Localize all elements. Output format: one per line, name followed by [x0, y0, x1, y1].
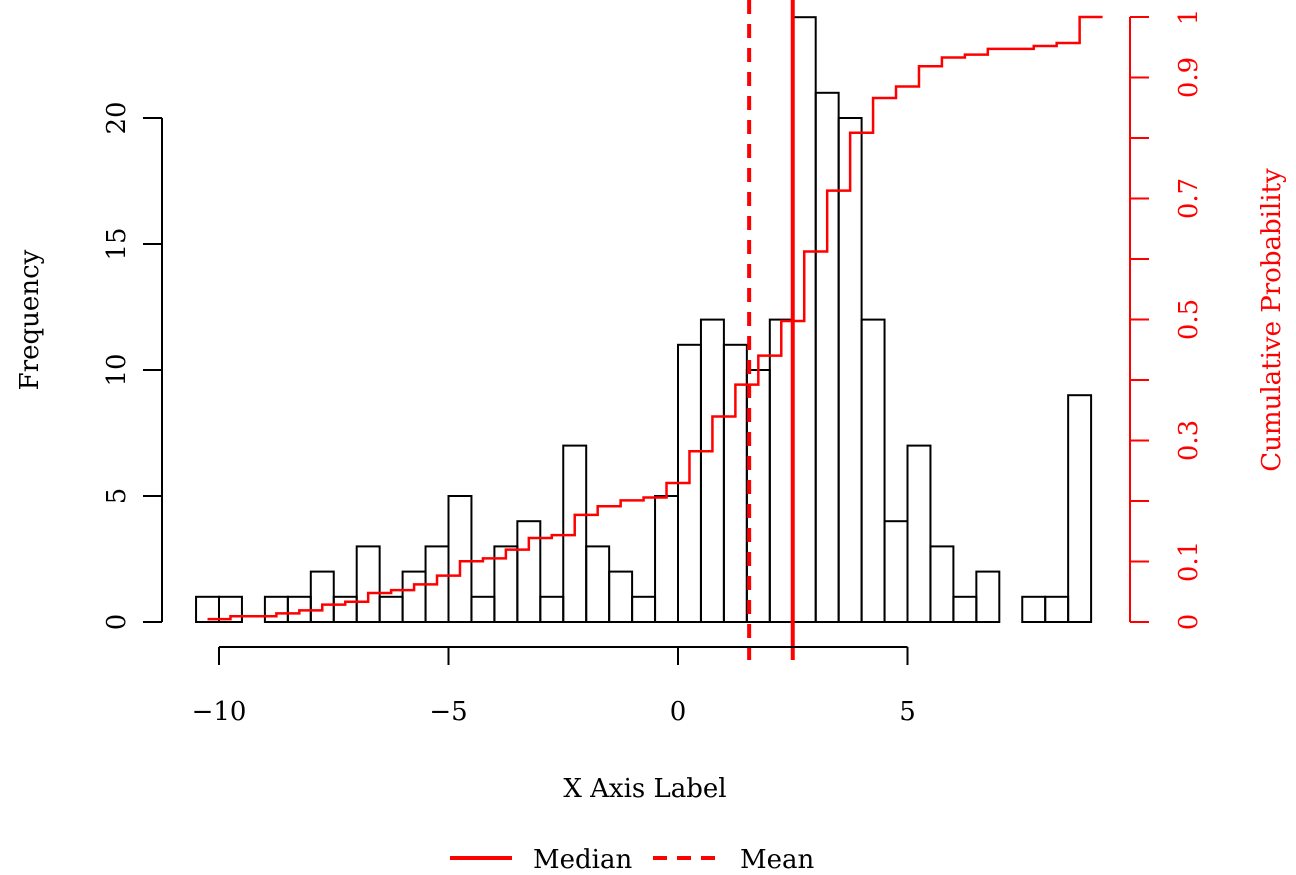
histogram-bar: [608, 570, 634, 623]
y-tick-label: 15: [102, 227, 132, 260]
y-axis-right: 0 0.1 0.3 0.5 0.7 0.9 1: [1129, 9, 1204, 631]
histogram-bar: [378, 595, 404, 623]
x-tick-label: −5: [429, 697, 467, 727]
legend-mean-label: Mean: [740, 845, 815, 875]
histogram-bar: [654, 495, 679, 623]
y-tick-label: 5: [102, 488, 132, 505]
histogram-bar: [929, 545, 955, 624]
y2-tick-label: 0: [1174, 614, 1204, 631]
histogram-bar: [585, 545, 611, 624]
y-axis-title: Frequency: [15, 249, 45, 390]
histogram-bar: [837, 117, 863, 623]
histogram-bar: [309, 570, 335, 623]
histogram-bar: [975, 570, 1001, 623]
y-axis-left: 0 5 10 15 20: [102, 101, 163, 631]
histogram-bar: [1067, 394, 1093, 624]
y2-tick-label: 0.5: [1174, 299, 1204, 340]
histogram-bar: [814, 91, 840, 624]
legend: Median Mean: [450, 845, 815, 875]
histogram-bar: [355, 545, 381, 624]
histogram-bar: [263, 595, 289, 623]
y2-axis-title: Cumulative Probability: [1257, 168, 1287, 472]
histogram-bar: [1021, 595, 1047, 623]
histogram-bar: [401, 570, 427, 623]
histogram-bars: [195, 16, 1093, 624]
cumulative-curve: [207, 15, 1103, 621]
y-tick-label: 20: [102, 101, 132, 134]
y2-tick-label: 0.7: [1174, 178, 1204, 219]
histogram-bar: [860, 318, 886, 623]
x-axis: −10 −5 0 5: [192, 646, 916, 727]
histogram-bar: [952, 595, 978, 623]
y2-tick-label: 0.3: [1174, 420, 1204, 461]
histogram-bar: [562, 444, 588, 623]
histogram-bar: [539, 595, 565, 623]
y-tick-label: 0: [102, 614, 132, 631]
histogram-bar: [218, 595, 243, 623]
histogram-bar: [768, 318, 794, 623]
y2-tick-label: 0.1: [1174, 541, 1204, 582]
histogram-bar: [447, 495, 473, 623]
histogram-bar: [1044, 595, 1070, 623]
y2-tick-label: 1: [1174, 9, 1204, 26]
histogram-bar: [906, 444, 932, 623]
cumulative-step-line: [207, 15, 1103, 621]
histogram-bar: [699, 318, 725, 623]
legend-median-label: Median: [533, 845, 632, 875]
summary-lines: [747, 0, 795, 660]
histogram-bar: [631, 595, 657, 623]
x-tick-label: −10: [192, 697, 247, 727]
x-tick-label: 0: [670, 697, 687, 727]
histogram-bar: [883, 520, 909, 624]
histogram-bar: [470, 595, 496, 623]
x-tick-label: 5: [899, 697, 916, 727]
x-axis-title: X Axis Label: [563, 774, 726, 804]
y2-tick-label: 0.9: [1174, 57, 1204, 98]
histogram-bar: [516, 520, 542, 624]
y-tick-label: 10: [102, 353, 132, 386]
